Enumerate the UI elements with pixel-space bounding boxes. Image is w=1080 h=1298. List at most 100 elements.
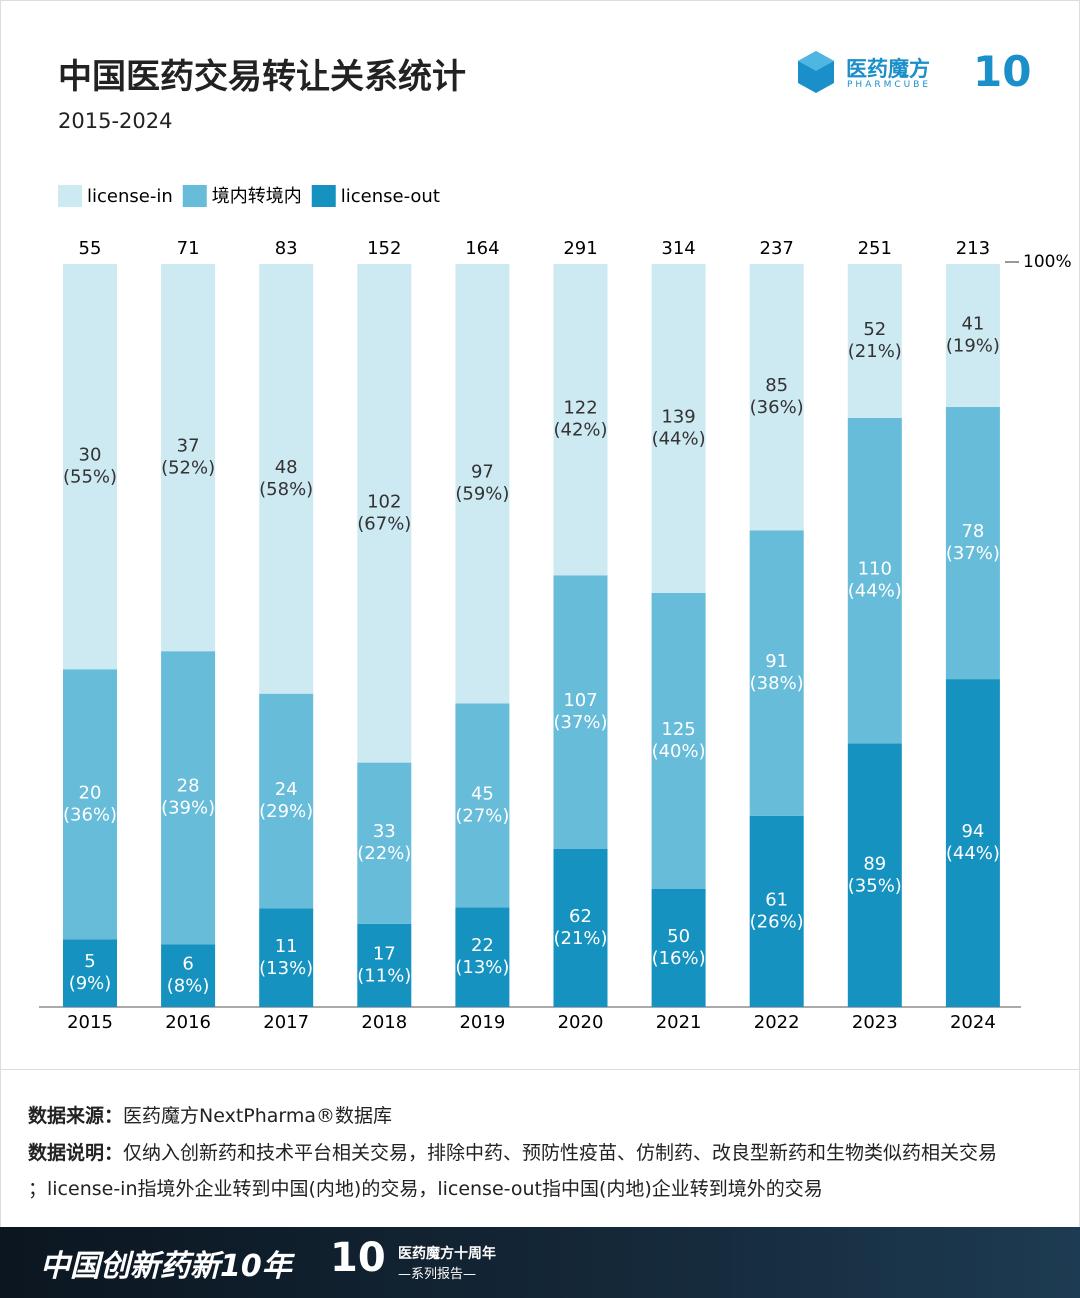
logo-mark: 10 bbox=[973, 47, 1032, 96]
value-label: 107 bbox=[563, 690, 597, 711]
chart: license-in 境内转境内 license-out 100% 55 2015 5(9%… bbox=[39, 185, 1072, 1033]
bar-segment bbox=[259, 693, 314, 909]
value-label: 139 bbox=[661, 406, 695, 427]
value-label: 52 bbox=[863, 319, 886, 340]
x-tick-label: 2024 bbox=[950, 1012, 996, 1033]
x-tick-label: 2017 bbox=[263, 1012, 309, 1033]
share-label: (58%) bbox=[259, 479, 313, 500]
bar-segment bbox=[357, 264, 412, 763]
bar-segment bbox=[553, 848, 608, 1007]
share-label: (44%) bbox=[848, 581, 902, 602]
bar-segment bbox=[651, 264, 706, 593]
source-label: 数据来源： bbox=[28, 1105, 124, 1127]
value-label: 50 bbox=[667, 926, 690, 947]
share-label: (44%) bbox=[946, 843, 1000, 864]
legend-label: 境内转境内 bbox=[212, 186, 302, 207]
share-label: (29%) bbox=[259, 801, 313, 822]
brand-en: PHARMCUBE bbox=[847, 80, 932, 90]
share-label: (38%) bbox=[750, 673, 804, 694]
share-label: (37%) bbox=[553, 712, 607, 733]
x-tick-label: 2023 bbox=[852, 1012, 898, 1033]
value-label: 94 bbox=[961, 821, 984, 842]
bar-segment bbox=[945, 407, 1000, 680]
value-label: 122 bbox=[563, 398, 597, 419]
logo-cube bbox=[798, 51, 834, 93]
source: 数据来源：医药魔方NextPharma®数据库 bbox=[28, 1101, 392, 1128]
value-label: 22 bbox=[471, 935, 494, 956]
bar-segment bbox=[749, 530, 804, 816]
share-label: (27%) bbox=[455, 805, 509, 826]
source-text: 医药魔方NextPharma®数据库 bbox=[123, 1105, 393, 1127]
bar-segment bbox=[455, 907, 510, 1007]
value-label: 45 bbox=[471, 783, 494, 804]
value-label: 110 bbox=[858, 559, 892, 580]
share-label: (13%) bbox=[259, 958, 313, 979]
share-label: (40%) bbox=[652, 741, 706, 762]
total-label: 237 bbox=[760, 238, 794, 259]
share-label: (36%) bbox=[750, 397, 804, 418]
share-label: (35%) bbox=[848, 875, 902, 896]
x-tick-label: 2018 bbox=[361, 1012, 407, 1033]
annotation: 100% bbox=[1023, 252, 1072, 272]
bar-segment bbox=[651, 592, 706, 889]
series-sub: —系列报告— bbox=[398, 1267, 477, 1282]
value-label: 24 bbox=[275, 779, 298, 800]
x-tick-label: 2021 bbox=[656, 1012, 702, 1033]
divider bbox=[1, 1069, 1079, 1070]
bar-segment bbox=[455, 264, 510, 704]
share-label: (22%) bbox=[357, 843, 411, 864]
value-label: 61 bbox=[765, 889, 788, 910]
bar-segment bbox=[553, 575, 608, 849]
x-tick-label: 2020 bbox=[558, 1012, 604, 1033]
total-label: 314 bbox=[661, 238, 695, 259]
bar-segment bbox=[259, 908, 314, 1007]
share-label: (67%) bbox=[357, 513, 411, 534]
bar-segment bbox=[945, 264, 1000, 408]
value-label: 91 bbox=[765, 651, 788, 672]
share-label: (13%) bbox=[455, 957, 509, 978]
share-label: (11%) bbox=[357, 965, 411, 986]
value-label: 102 bbox=[367, 491, 401, 512]
value-label: 37 bbox=[177, 436, 200, 457]
value-label: 33 bbox=[373, 821, 396, 842]
share-label: (21%) bbox=[848, 341, 902, 362]
bar-segment bbox=[63, 669, 117, 940]
bar-segment bbox=[63, 939, 117, 1007]
value-label: 78 bbox=[961, 521, 984, 542]
x-tick-label: 2022 bbox=[754, 1012, 800, 1033]
bar-segment bbox=[161, 264, 216, 652]
bar-segment bbox=[357, 762, 412, 924]
share-label: (42%) bbox=[553, 420, 607, 441]
total-label: 55 bbox=[79, 238, 102, 259]
share-label: (59%) bbox=[455, 484, 509, 505]
total-label: 71 bbox=[177, 238, 200, 259]
share-label: (21%) bbox=[553, 928, 607, 949]
title: 中国医药交易转让关系统计 bbox=[58, 57, 466, 97]
bar-segment bbox=[749, 815, 804, 1007]
value-label: 85 bbox=[765, 375, 788, 396]
bar-segment bbox=[161, 944, 216, 1007]
share-label: (26%) bbox=[750, 911, 804, 932]
note-line: ；license-in指境外企业转到中国(内地)的交易，license-out指… bbox=[28, 1178, 823, 1200]
share-label: (37%) bbox=[946, 543, 1000, 564]
legend-label: license-in bbox=[87, 186, 173, 207]
value-label: 17 bbox=[373, 943, 396, 964]
series-title: 医药魔方十周年 bbox=[398, 1246, 496, 1262]
note: 数据说明：仅纳入创新药和技术平台相关交易，排除中药、预防性疫苗、仿制药、改良型新… bbox=[28, 1138, 997, 1165]
share-label: (36%) bbox=[63, 804, 117, 825]
total-label: 251 bbox=[858, 238, 892, 259]
note-label: 数据说明： bbox=[28, 1142, 124, 1164]
bar-segment bbox=[63, 264, 117, 670]
value-label: 62 bbox=[569, 906, 592, 927]
value-label: 6 bbox=[182, 954, 193, 975]
x-tick-label: 2015 bbox=[67, 1012, 113, 1033]
share-label: (52%) bbox=[161, 458, 215, 479]
bar-segment bbox=[553, 264, 608, 576]
bar-segment bbox=[455, 703, 510, 908]
brand: 医药魔方 bbox=[846, 57, 930, 81]
value-label: 97 bbox=[471, 462, 494, 483]
bar-segment bbox=[259, 264, 314, 694]
legend-swatch bbox=[182, 185, 207, 207]
share-label: (44%) bbox=[652, 428, 706, 449]
card: 中国医药交易转让关系统计 2015-2024 医药魔方 PHARMCUBE 10… bbox=[0, 0, 1080, 1227]
